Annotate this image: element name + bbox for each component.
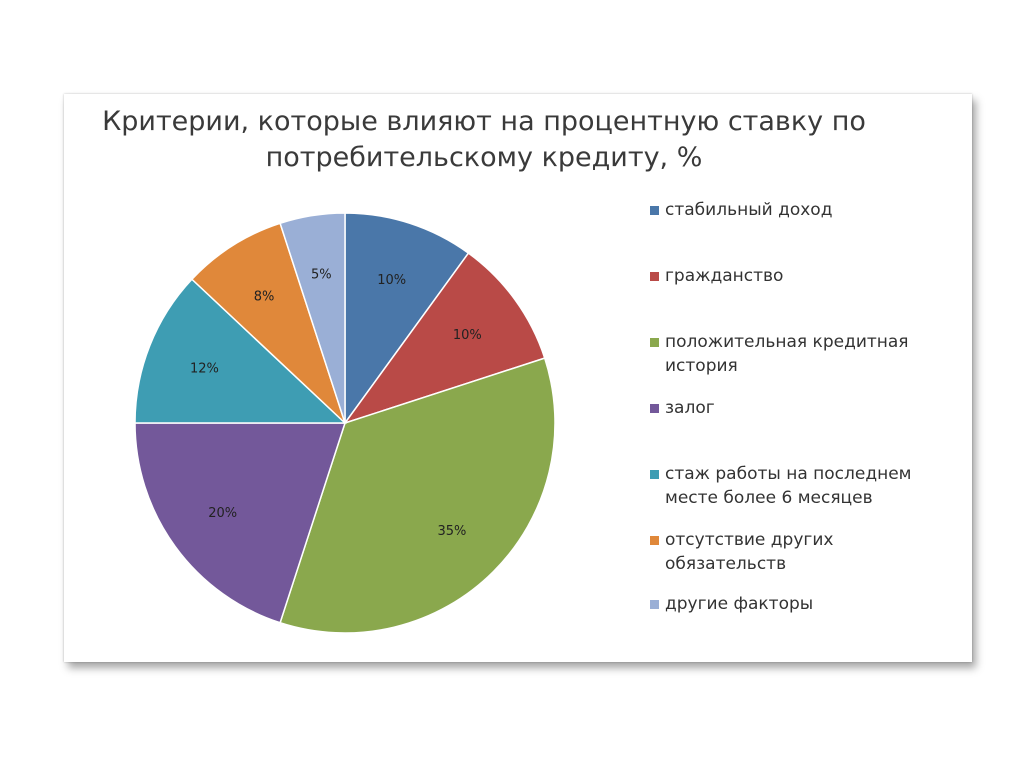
pie-slice-4 [134,278,347,424]
legend-label: стаж работы на последнем месте более 6 м… [665,464,912,508]
legend-label: гражданство [665,266,784,286]
chart-title: Критерии, которые влияют на процентную с… [64,104,904,176]
legend-swatch [650,206,659,215]
chart-title-line-2: потребительскому кредиту, % [265,142,703,173]
pie-slice-1 [343,252,546,425]
legend-label: стабильный доход [665,200,833,220]
legend-swatch [650,338,659,347]
legend-item-no-other-obligations: отсутствие других обязательств [650,528,950,576]
legend-swatch [650,470,659,479]
pie-slice-3 [134,422,347,624]
pie-slice-2 [279,357,556,634]
pie-slice-label-3: 20% [208,506,237,521]
legend-swatch [650,272,659,281]
legend-item-work-experience: стаж работы на последнем месте более 6 м… [650,462,950,510]
pie-chart: 10% 10% 35% 20% 12% 8% 5% [134,212,556,634]
pie-slice-label-0: 10% [377,273,406,288]
chart-card: Критерии, которые влияют на процентную с… [64,94,972,662]
legend-label: залог [665,398,715,418]
legend-swatch [650,536,659,545]
legend-item-collateral: залог [650,396,950,420]
pie-slice-label-1: 10% [453,328,482,343]
pie-slice-label-6: 5% [311,268,332,283]
pie-slice-0 [344,212,470,426]
legend-label: другие факторы [665,594,814,614]
pie-slice-label-4: 12% [190,361,219,376]
pie-slice-label-5: 8% [254,289,275,304]
legend-item-stable-income: стабильный доход [650,198,950,222]
legend-item-citizenship: гражданство [650,264,950,288]
legend-item-credit-history: положительная кредитная история [650,330,950,378]
legend-swatch [650,404,659,413]
pie-slice-5 [190,222,346,424]
chart-title-line-1: Критерии, которые влияют на процентную с… [102,106,866,137]
legend-label: положительная кредитная история [665,332,909,376]
pie-slice-6 [279,212,346,424]
pie-slice-label-2: 35% [437,524,466,539]
legend-label: отсутствие других обязательств [665,530,834,574]
legend-item-other-factors: другие факторы [650,592,950,616]
legend-swatch [650,600,659,609]
